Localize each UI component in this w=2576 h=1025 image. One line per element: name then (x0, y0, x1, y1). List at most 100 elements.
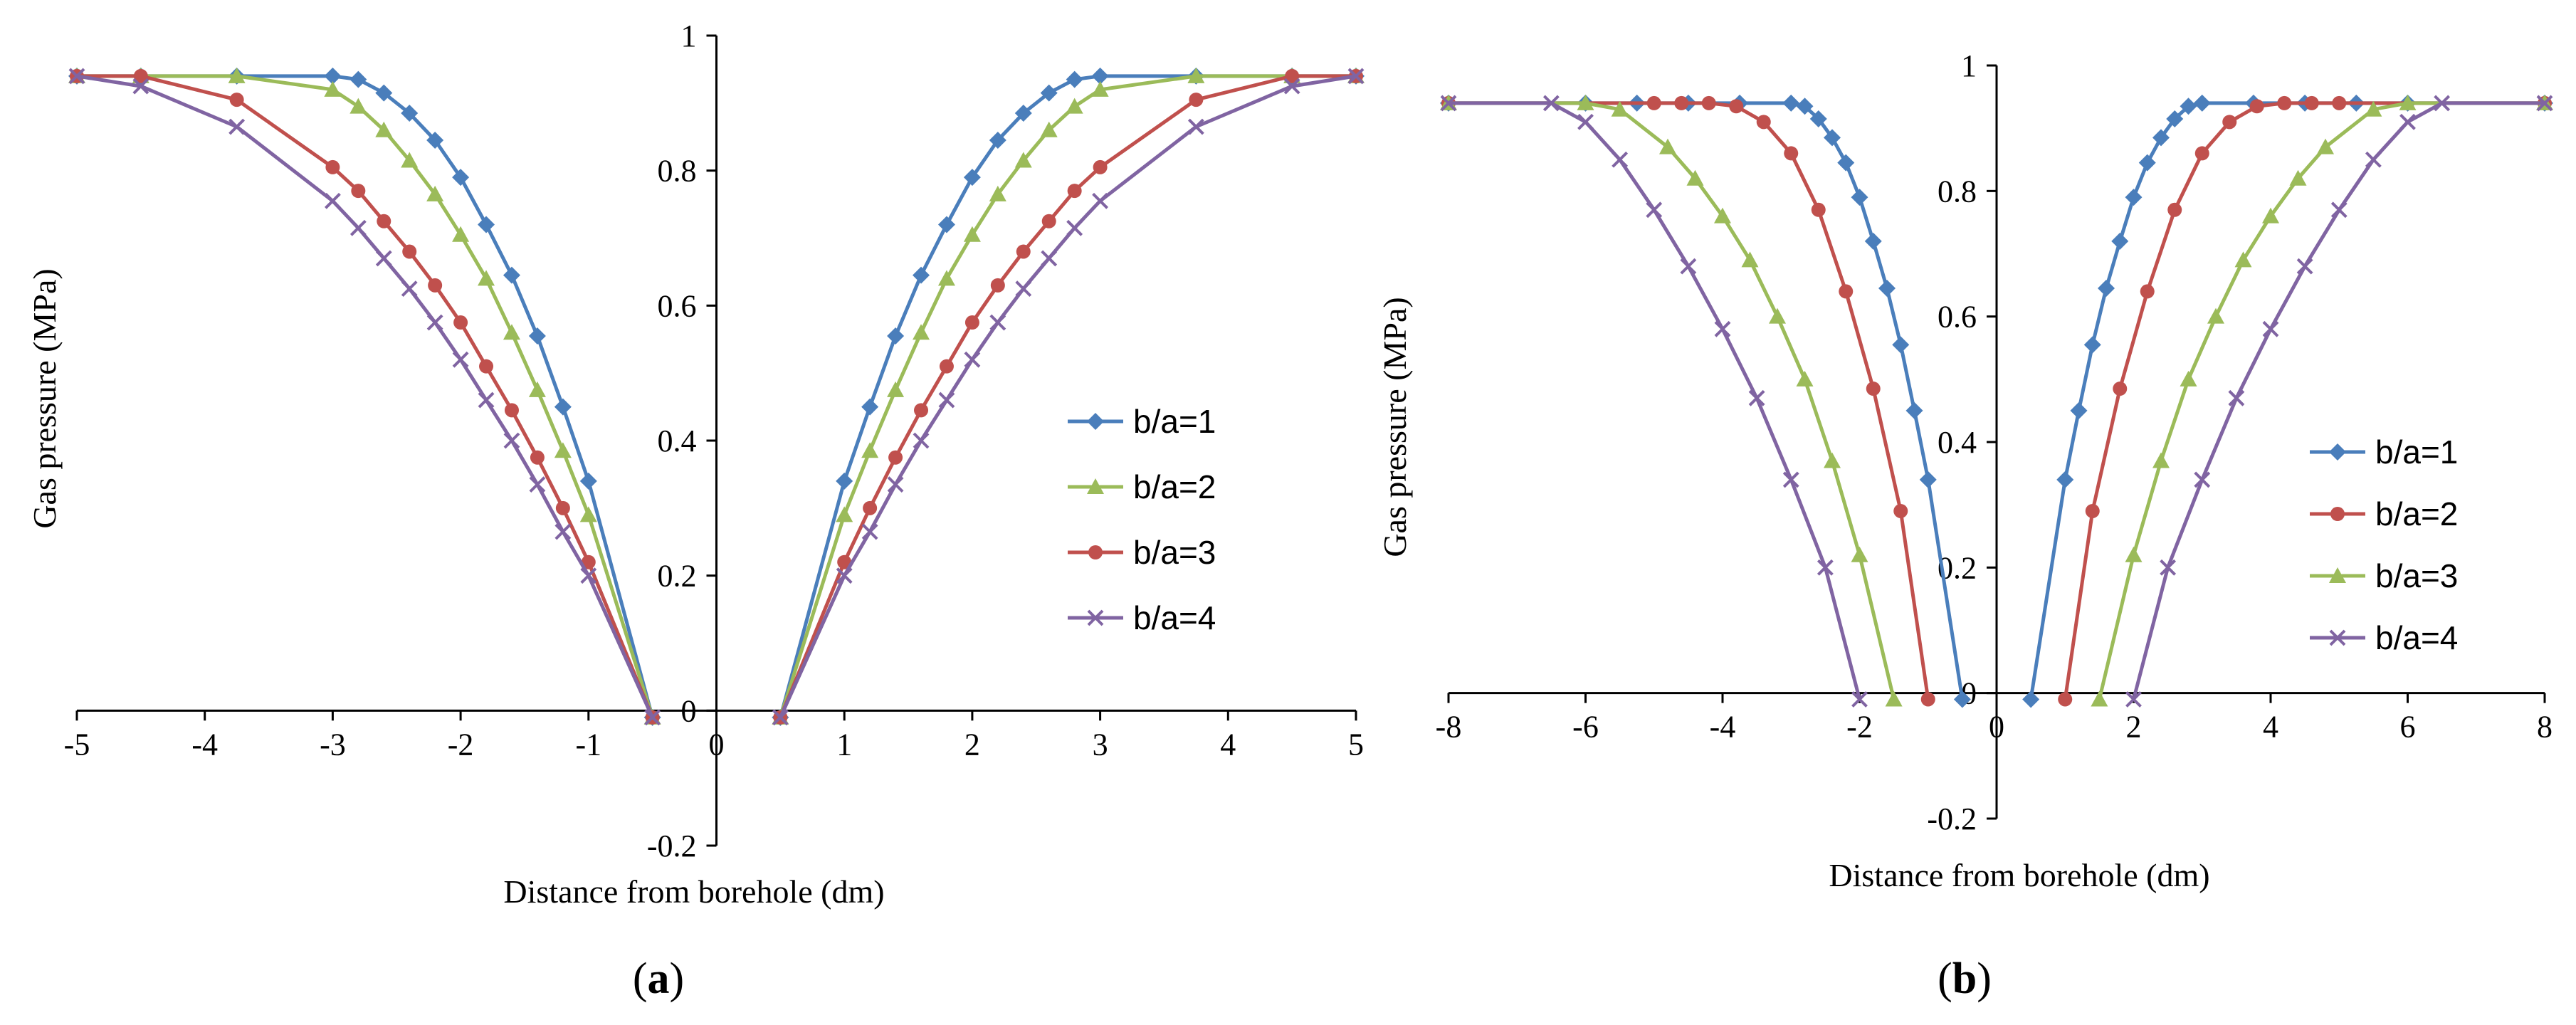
data-point (1748, 389, 1765, 406)
data-point (939, 359, 954, 374)
data-point (1066, 70, 1083, 88)
data-point (1782, 94, 1800, 112)
data-point (1809, 110, 1827, 127)
data-point (1851, 546, 1868, 562)
data-point (349, 219, 367, 236)
data-point (1091, 67, 1109, 85)
data-point (887, 476, 904, 493)
data-point (579, 472, 597, 490)
legend-label: b/a=2 (1133, 468, 1216, 505)
data-point (2434, 95, 2451, 112)
x-tick-label: 5 (1348, 727, 1364, 762)
data-point (1066, 98, 1083, 114)
data-point (1674, 95, 1689, 110)
data-point (913, 432, 930, 449)
data-point (2296, 258, 2313, 275)
panel-a-label-letter: a (648, 955, 670, 1003)
legend-marker (2329, 629, 2346, 646)
data-point (1893, 503, 1908, 518)
data-point (2304, 95, 2319, 110)
data-point (1905, 401, 1923, 419)
data-point (324, 192, 341, 209)
data-point (1686, 169, 1704, 186)
data-point (1824, 452, 1841, 468)
y-tick-label: 0 (681, 693, 697, 728)
data-point (1769, 308, 1786, 324)
legend-label: b/a=1 (1133, 403, 1216, 440)
panel-b-series (1440, 94, 2553, 708)
panel-b-tick-labels: -8 -6 -4 -2 0 2 4 6 8-0.200.20.40.60.81 (1436, 48, 2553, 836)
data-point (2058, 692, 2073, 707)
data-point (375, 250, 392, 267)
data-point (580, 567, 597, 584)
data-point (836, 506, 853, 522)
data-point (2277, 95, 2292, 110)
panel-a-label: (a) (633, 955, 684, 1003)
series-b/a=3 (70, 68, 1363, 725)
data-point (861, 442, 879, 458)
data-point (2222, 115, 2237, 130)
data-point (1714, 207, 1731, 224)
data-point (1014, 152, 1032, 168)
series-line (2097, 101, 2545, 700)
data-point (1851, 691, 1868, 708)
data-point (2056, 471, 2074, 488)
data-point (428, 278, 443, 293)
data-point (503, 324, 520, 340)
data-point (530, 450, 545, 465)
data-point (1646, 201, 1663, 219)
panel-b-chart: -8 -6 -4 -2 0 2 4 6 8-0.200.20.40.60.81 b/a=1b/a… (1377, 48, 2553, 1003)
data-point (554, 398, 572, 416)
series-b/a=4 (68, 68, 1365, 726)
legend-entry: b/a=2 (2310, 495, 2458, 532)
data-point (349, 98, 367, 114)
data-point (132, 78, 149, 95)
panel-a-series (68, 67, 1365, 726)
data-point (1701, 95, 1716, 110)
legend-label: b/a=4 (2375, 619, 2458, 656)
data-point (990, 278, 1005, 293)
data-point (478, 216, 495, 233)
data-point (2098, 279, 2115, 297)
data-point (478, 270, 495, 286)
data-point (1680, 258, 1697, 275)
data-point (1093, 159, 1108, 174)
x-tick-label: 3 (1093, 727, 1108, 762)
data-point (1741, 251, 1759, 268)
data-point (1796, 98, 1814, 115)
data-point (1824, 129, 1841, 147)
data-point (861, 523, 878, 540)
data-point (913, 324, 930, 340)
data-point (402, 244, 417, 259)
data-point (1285, 68, 1300, 83)
data-point (68, 68, 85, 85)
data-point (452, 351, 469, 368)
data-point (2160, 559, 2177, 576)
data-point (1919, 471, 1937, 488)
data-point (1187, 118, 1204, 135)
data-point (989, 185, 1006, 201)
x-tick-label: 8 (2537, 710, 2553, 745)
legend-label: b/a=3 (2375, 557, 2458, 594)
data-point (324, 80, 342, 97)
data-point (836, 472, 853, 490)
data-point (1283, 78, 1300, 95)
data-point (554, 442, 572, 458)
data-point (2194, 471, 2211, 488)
data-point (1953, 690, 1971, 708)
legend-label: b/a=2 (2375, 495, 2458, 532)
data-point (2207, 308, 2224, 324)
y-tick-label: 1 (681, 19, 697, 53)
legend-label: b/a=3 (1133, 534, 1216, 571)
data-point (2152, 452, 2170, 468)
y-tick-label: 0.8 (658, 154, 697, 189)
x-tick-label: 0 (1989, 710, 2004, 745)
data-point (2125, 546, 2143, 562)
data-point (1189, 93, 1204, 107)
data-point (1892, 336, 1910, 354)
panel-a-y-axis-title: Gas pressure (MPa) (26, 268, 63, 528)
data-point (453, 315, 468, 330)
data-point (324, 67, 342, 85)
panel-a-x-axis-title: Distance from borehole (dm) (503, 873, 884, 910)
data-point (401, 280, 418, 298)
